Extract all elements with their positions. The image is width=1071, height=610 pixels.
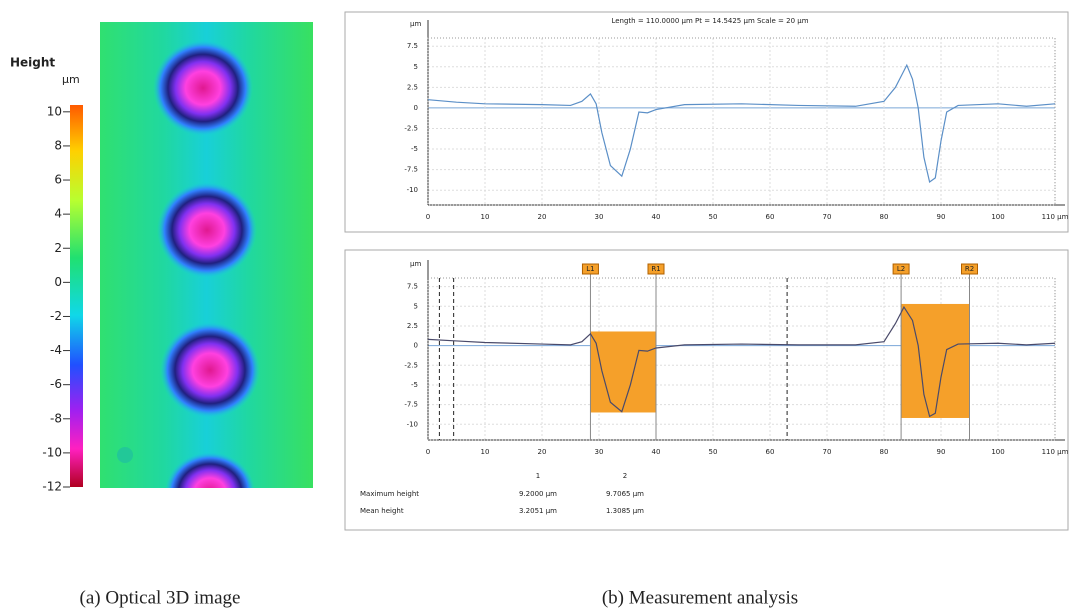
x-tick-label: 90 — [937, 213, 946, 221]
y-tick-label: -5 — [411, 381, 418, 389]
y-tick-label: 7.5 — [407, 42, 418, 50]
y-tick-label: 2.5 — [407, 322, 418, 330]
x-tick-label: 30 — [595, 213, 604, 221]
caption-a: (a) Optical 3D image — [80, 587, 241, 608]
region-tag — [961, 263, 978, 275]
region-tag — [581, 263, 599, 275]
x-tick-label: 100 — [991, 213, 1004, 221]
y-tick-label: 5 — [414, 302, 418, 310]
x-tick-label: 70 — [823, 213, 832, 221]
colorbar-tick-label: 6 — [54, 173, 62, 187]
y-tick-label: 0 — [414, 342, 418, 350]
region-tag — [892, 263, 910, 275]
y-tick-label: 7.5 — [407, 283, 418, 291]
y-tick-label: -10 — [407, 186, 418, 194]
optical-image — [100, 22, 313, 488]
y-tick-label: -7.5 — [404, 401, 418, 409]
x-tick-label: 40 — [652, 448, 661, 456]
plot-frame — [427, 277, 1056, 441]
y-tick-label: -2.5 — [404, 124, 418, 132]
y-tick-label: 0 — [414, 104, 418, 112]
colorbar-title: Height — [10, 56, 55, 70]
x-tick-label: 0 — [426, 213, 430, 221]
region — [901, 303, 970, 418]
plot-frame — [427, 37, 1056, 206]
y-tick-label: -10 — [407, 420, 418, 428]
x-tick-label: 40 — [652, 213, 661, 221]
colorbar-ticks: 10 8 6 4 2 0 -2 -4 -6 -8 -10 -12 — [42, 104, 70, 494]
x-tick-label: 30 — [595, 448, 604, 456]
table-cell: 9.2000 µm — [519, 490, 557, 498]
region-label: L1 — [586, 265, 594, 273]
y-unit: µm — [410, 20, 421, 28]
profile-line — [427, 305, 1056, 418]
region-label: R2 — [965, 265, 974, 273]
colorbar — [70, 105, 83, 487]
y-tick-label: -5 — [411, 145, 418, 153]
region-label: L2 — [897, 265, 905, 273]
table-header: 1 — [536, 472, 540, 480]
x-tick-label: 20 — [538, 448, 547, 456]
table-cell: 3.2051 µm — [519, 507, 557, 515]
x-tick-label: 70 — [823, 448, 832, 456]
profile-line — [427, 63, 1056, 183]
colorbar-tick-label: -4 — [50, 343, 62, 357]
table-row-label: Mean height — [360, 507, 404, 515]
x-tick-label: 50 — [709, 213, 718, 221]
x-tick-label: 80 — [880, 213, 889, 221]
colorbar-tick-label: -6 — [50, 377, 62, 391]
profile-header: Length = 110.0000 µm Pt = 14.5425 µm Sca… — [611, 17, 808, 25]
table-cell: 1.3085 µm — [606, 507, 644, 515]
y-unit: µm — [410, 260, 421, 268]
y-tick-label: 2.5 — [407, 83, 418, 91]
colorbar-tick-label: 4 — [54, 207, 62, 221]
region — [590, 331, 656, 413]
colorbar-tick-label: 8 — [54, 138, 62, 152]
x-tick-label: 110 µm — [1042, 448, 1069, 456]
y-tick-label: 5 — [414, 63, 418, 71]
colorbar-tick-label: -10 — [42, 445, 62, 459]
y-tick-label: -7.5 — [404, 166, 418, 174]
x-tick-label: 20 — [538, 213, 547, 221]
x-tick-label: 10 — [481, 213, 490, 221]
x-tick-label: 80 — [880, 448, 889, 456]
colorbar-unit: µm — [62, 73, 80, 86]
table-cell: 9.7065 µm — [606, 490, 644, 498]
colorbar-tick-label: -8 — [50, 411, 62, 425]
x-tick-label: 90 — [937, 448, 946, 456]
colorbar-tick-label: 0 — [54, 275, 62, 289]
table-row-label: Maximum height — [360, 490, 419, 498]
colorbar-tick-label: 10 — [47, 104, 62, 118]
x-tick-label: 50 — [709, 448, 718, 456]
x-tick-label: 10 — [481, 448, 490, 456]
profile-panel — [344, 11, 1069, 233]
x-tick-label: 0 — [426, 448, 430, 456]
region-tag — [647, 263, 665, 275]
charts: 7.552.50-2.5-5-7.5-100 10 20 30 40 50 60 70 80 90… — [360, 20, 1069, 515]
region-label: R1 — [651, 265, 660, 273]
x-tick-label: 60 — [766, 448, 775, 456]
x-tick-label: 110 µm — [1042, 213, 1069, 221]
x-tick-label: 60 — [766, 213, 775, 221]
colorbar-tick-label: -2 — [50, 309, 62, 323]
table-header: 2 — [623, 472, 627, 480]
colorbar-tick-label: -12 — [42, 480, 62, 494]
x-tick-label: 100 — [991, 448, 1004, 456]
y-tick-label: -2.5 — [404, 361, 418, 369]
colorbar-tick-label: 2 — [54, 241, 62, 255]
caption-b: (b) Measurement analysis — [602, 587, 798, 608]
